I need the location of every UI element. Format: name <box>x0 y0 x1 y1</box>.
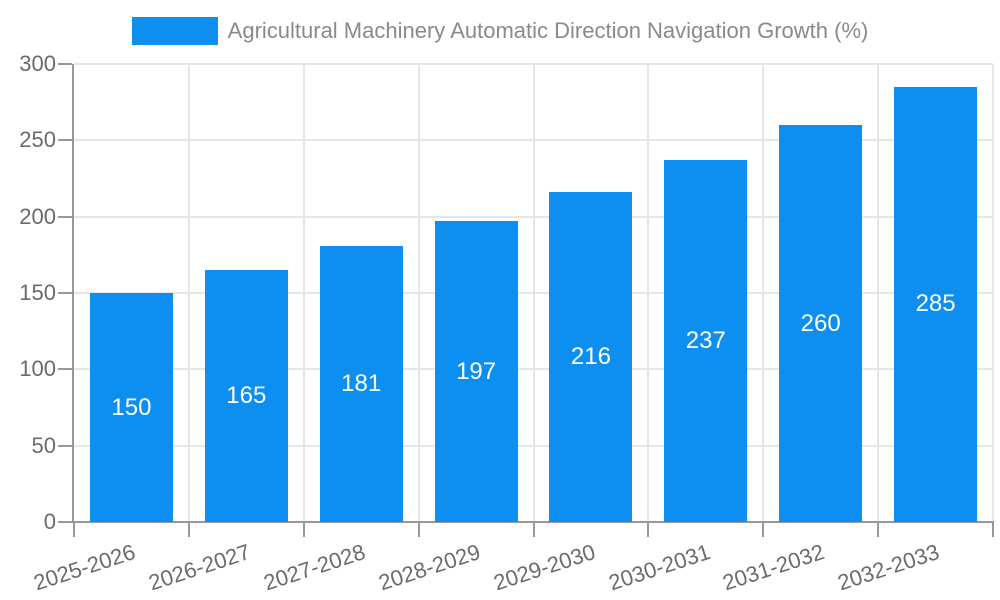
x-axis-label: 2026-2027 <box>145 539 254 596</box>
bar-value-label: 181 <box>341 369 382 397</box>
x-axis-tick <box>73 523 75 537</box>
y-axis-tick <box>58 215 72 218</box>
y-axis-tick <box>58 139 72 142</box>
y-axis-tick <box>58 292 72 294</box>
x-axis-tick <box>762 523 765 537</box>
y-axis-label: 100 <box>19 356 56 382</box>
x-axis-tick <box>992 523 994 537</box>
x-axis-label: 2029-2030 <box>490 539 599 596</box>
y-axis-tick <box>58 63 72 65</box>
bar-value-label: 285 <box>915 290 956 318</box>
y-axis-tick <box>58 368 72 371</box>
gridline-vertical <box>302 64 305 522</box>
y-axis-tick <box>58 521 72 523</box>
bar-value-label: 237 <box>685 327 726 355</box>
bar-value-label: 260 <box>800 309 841 337</box>
y-axis-label: 200 <box>19 203 56 229</box>
x-axis-tick <box>877 523 880 537</box>
gridline-vertical <box>647 64 650 522</box>
x-axis-label: 2030-2031 <box>605 539 713 596</box>
gridline-vertical <box>187 64 190 522</box>
chart-legend[interactable]: Agricultural Machinery Automatic Directi… <box>0 17 1000 45</box>
gridline-vertical <box>762 64 765 522</box>
gridline-vertical <box>992 64 994 522</box>
bar-value-label: 150 <box>111 393 152 421</box>
bar-value-label: 197 <box>456 357 497 385</box>
y-axis-label: 300 <box>19 51 56 76</box>
bar-value-label: 165 <box>226 382 267 409</box>
x-axis-label: 2027-2028 <box>260 539 369 596</box>
bar-2026-2027[interactable] <box>204 270 288 522</box>
bar-2029-2030[interactable] <box>549 192 633 522</box>
gridline-vertical <box>532 64 535 522</box>
x-axis-line <box>72 521 994 523</box>
x-axis-tick <box>647 523 650 537</box>
x-axis-tick <box>417 523 420 537</box>
gridline-vertical <box>877 64 880 522</box>
x-axis-label: 2028-2029 <box>375 539 484 596</box>
legend-swatch <box>131 17 218 45</box>
y-axis-label: 150 <box>19 280 56 305</box>
x-axis-label: 2032-2033 <box>834 539 943 596</box>
bar-2025-2026[interactable] <box>89 293 173 522</box>
bar-2032-2033[interactable] <box>894 86 978 522</box>
y-axis-label: 0 <box>43 509 56 534</box>
x-axis-label: 2025-2026 <box>30 539 139 596</box>
x-axis-tick <box>302 523 305 537</box>
bar-2027-2028[interactable] <box>319 245 403 522</box>
x-axis-tick <box>532 523 535 537</box>
x-axis-tick <box>187 523 190 537</box>
y-axis-label: 50 <box>31 432 56 458</box>
gridline-vertical <box>417 64 420 522</box>
y-axis-line <box>72 64 74 522</box>
x-axis-label: 2031-2032 <box>720 539 828 596</box>
bar-2028-2029[interactable] <box>434 221 518 522</box>
legend-series-label: Agricultural Machinery Automatic Directi… <box>227 17 869 43</box>
y-axis-tick <box>58 444 72 447</box>
bar-2030-2031[interactable] <box>664 160 748 522</box>
y-axis-label: 250 <box>19 127 56 153</box>
bar-value-label: 216 <box>570 343 611 371</box>
bar-2031-2032[interactable] <box>779 125 863 522</box>
